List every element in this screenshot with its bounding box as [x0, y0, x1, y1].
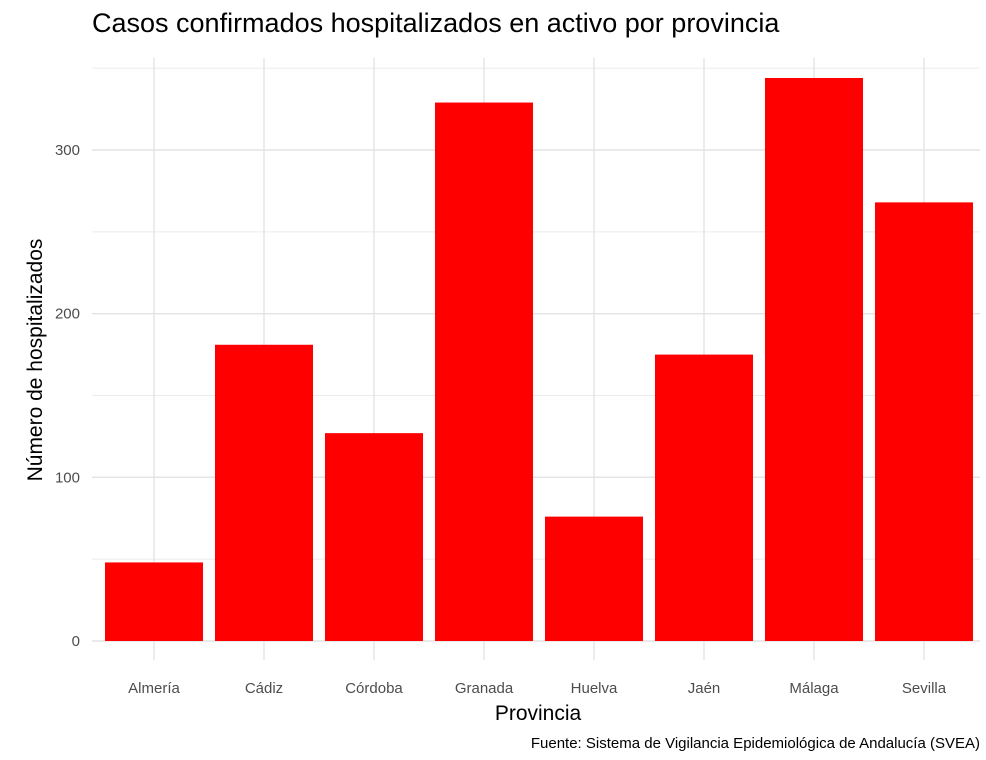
chart-caption: Fuente: Sistema de Vigilancia Epidemioló… [530, 735, 980, 752]
x-tick-label: Jaén [688, 680, 721, 697]
bar-3 [435, 102, 533, 641]
bar-6 [765, 77, 863, 641]
y-tick-label: 200 [55, 306, 80, 323]
y-tick-label: 300 [55, 142, 80, 159]
x-tick-label: Granada [455, 680, 514, 697]
chart-title: Casos confirmados hospitalizados en acti… [92, 8, 780, 38]
bar-5 [655, 354, 753, 641]
x-tick-label: Almería [128, 680, 180, 697]
y-tick-label: 100 [55, 469, 80, 486]
bar-4 [545, 516, 643, 641]
x-tick-label: Cádiz [245, 680, 283, 697]
bar-0 [105, 562, 203, 641]
x-tick-label: Málaga [789, 680, 839, 697]
x-tick-label: Córdoba [345, 680, 403, 697]
bar-7 [875, 202, 973, 641]
x-axis-label: Provincia [494, 702, 582, 725]
y-tick-label: 0 [72, 633, 80, 650]
x-tick-label: Sevilla [902, 680, 947, 697]
bar-1 [215, 344, 313, 641]
x-tick-label: Huelva [571, 680, 618, 697]
bar-2 [325, 433, 423, 641]
